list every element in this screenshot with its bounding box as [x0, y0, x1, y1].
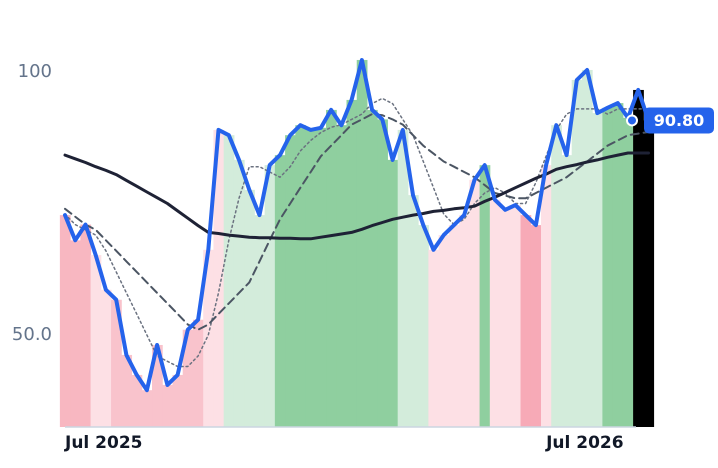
band-bar — [315, 127, 327, 428]
bands — [59, 59, 655, 428]
band-bar — [418, 225, 429, 427]
band-bar — [244, 189, 255, 427]
band-bar — [366, 109, 378, 427]
band-bar — [131, 374, 143, 427]
band-bar — [551, 125, 562, 427]
band-bar — [100, 289, 112, 427]
band-bar — [540, 165, 552, 427]
band-bar — [530, 225, 542, 427]
band-bar — [336, 125, 347, 427]
band-bar — [223, 135, 235, 427]
last-point — [626, 114, 638, 127]
band-bar — [397, 129, 409, 427]
band-bar — [152, 344, 163, 427]
band-bar — [643, 120, 655, 427]
band-bar — [407, 195, 419, 427]
price-line — [63, 58, 651, 393]
band-bar — [254, 215, 266, 427]
band-bar — [203, 249, 214, 427]
band-bar — [612, 103, 624, 428]
band-bar — [356, 59, 368, 427]
x-tick-label: Jul 2026 — [545, 433, 624, 453]
band-bar — [182, 329, 194, 427]
band-bar — [59, 215, 71, 427]
band-bar — [326, 109, 337, 427]
lines: 90.80 — [63, 58, 714, 393]
band-bar — [592, 113, 603, 427]
band-bar — [213, 129, 225, 427]
value-badge — [644, 107, 714, 134]
band-bar — [489, 199, 501, 427]
band-bar — [172, 374, 184, 427]
band-bar — [520, 215, 532, 427]
band-bar — [264, 165, 276, 427]
band-bar — [561, 155, 573, 427]
band-bar — [459, 215, 470, 427]
y-tick-label: 50.0 — [12, 324, 52, 345]
band-bar — [111, 299, 122, 427]
band-bar — [70, 240, 81, 427]
band-bar — [305, 129, 317, 427]
x-tick-label: Jul 2025 — [64, 433, 143, 453]
band-bar — [285, 135, 296, 427]
band-bar — [479, 165, 491, 427]
band-bar — [80, 224, 92, 427]
band-bar — [377, 119, 388, 427]
band-bar — [192, 319, 204, 427]
band-bar — [622, 117, 634, 428]
band-bar — [346, 99, 358, 428]
average-line — [64, 113, 650, 331]
band-bar — [571, 79, 583, 427]
band-bar — [438, 235, 450, 427]
band-bar — [90, 255, 102, 427]
band-bar — [581, 69, 593, 427]
average-line — [63, 151, 650, 241]
band-bar — [469, 179, 481, 427]
band-bar — [510, 205, 522, 427]
y-tick-label: 100 — [18, 61, 52, 82]
band-bar — [448, 225, 460, 427]
band-bar — [162, 384, 173, 427]
band-bar — [141, 390, 153, 427]
band-bar — [633, 89, 644, 428]
band-bar — [274, 155, 286, 427]
band-bar — [602, 107, 614, 428]
band-bar — [295, 125, 307, 427]
band-bar — [428, 249, 440, 427]
band-bar — [121, 354, 133, 427]
value-label: 90.80 — [654, 111, 705, 130]
band-bar — [500, 209, 511, 427]
axes: 50.0 100 Jul 2025 Jul 2026 — [12, 61, 636, 453]
band-bar — [387, 159, 399, 428]
